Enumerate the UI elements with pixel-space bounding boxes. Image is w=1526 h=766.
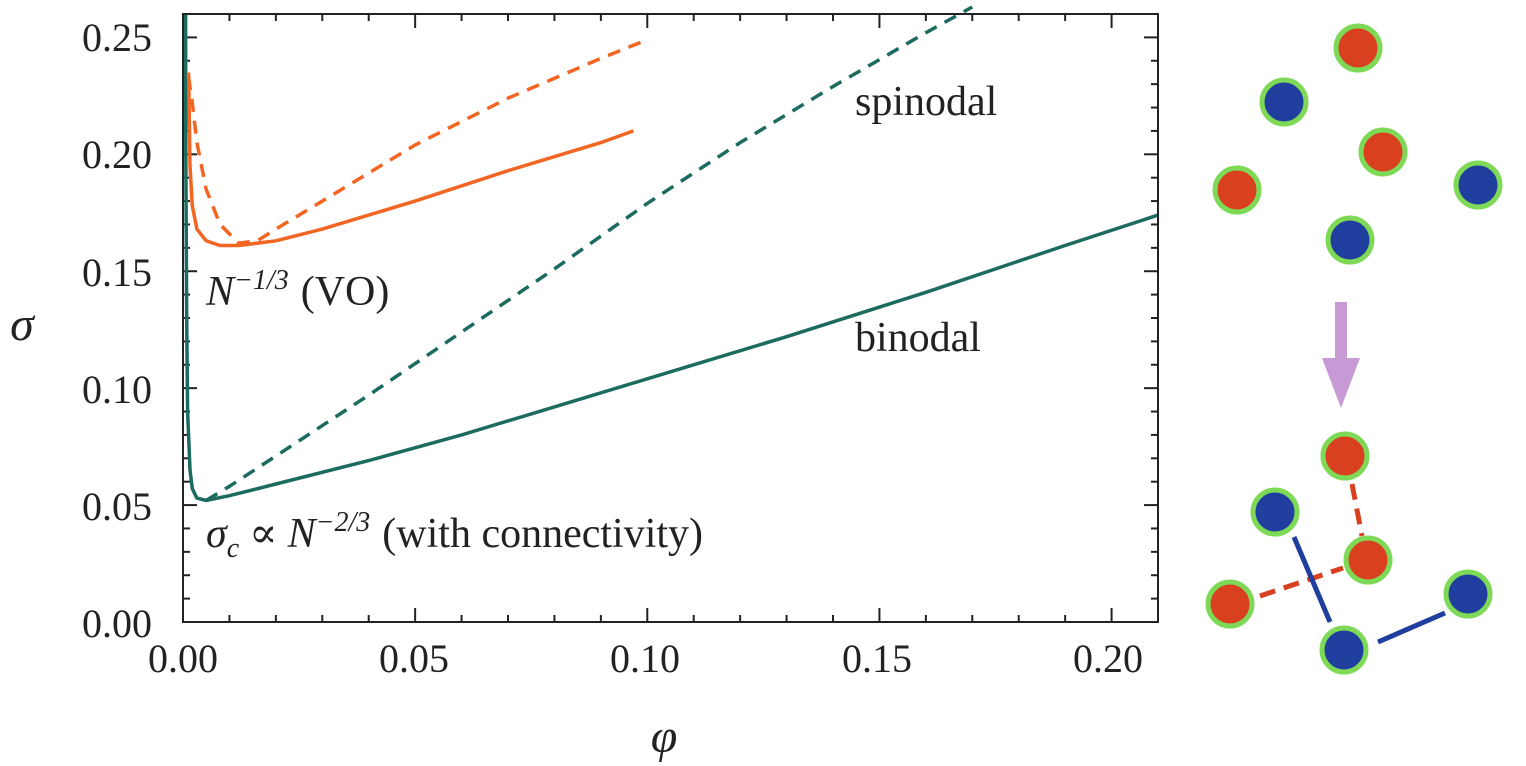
x-tick-label: 0.05: [379, 636, 449, 681]
conn-exponent: −2/3: [316, 507, 371, 538]
blue-bond: [1377, 610, 1446, 645]
y-axis-title: σ: [10, 298, 36, 351]
vo-exponent: −1/3: [234, 265, 289, 296]
orange-binodal-line: [186, 72, 634, 248]
down-arrow-icon: [1322, 302, 1360, 408]
x-tick-label: 0.00: [148, 636, 218, 681]
conn-sigma: σ: [206, 511, 229, 557]
y-tick-label: 0.00: [82, 601, 152, 646]
vo-rest: (VO): [301, 269, 390, 315]
series-group: [183, 5, 1159, 503]
tick-marks: [182, 13, 1159, 623]
vo-base: N: [205, 269, 236, 315]
x-tick-label: 0.20: [1073, 636, 1143, 681]
network-schematic: [1205, 23, 1503, 675]
vo-scaling-label: N−1/3 (VO): [205, 265, 389, 315]
y-tick-label: 0.15: [82, 250, 152, 295]
y-tick-labels: 0.00 0.05 0.10 0.15 0.20 0.25: [82, 15, 152, 646]
blue-particle: [1325, 215, 1375, 265]
y-tick-label: 0.10: [82, 367, 152, 412]
blue-particle: [1259, 77, 1309, 127]
x-tick-label: 0.10: [610, 636, 680, 681]
connectivity-scaling-label: σc ∝ N−2/3 (with connectivity): [206, 507, 703, 564]
red-bond: [1259, 565, 1344, 599]
binodal-label: binodal: [855, 315, 981, 361]
phase-diagram-chart: 0.00 0.05 0.10 0.15 0.20 0.25 0.00 0.05 …: [10, 5, 1159, 763]
blue-particle: [1443, 569, 1493, 619]
bonded-network-group: [1205, 431, 1493, 675]
conn-sub: c: [227, 533, 240, 564]
blue-particle: [1319, 625, 1369, 675]
teal-spinodal-line: [205, 5, 974, 502]
blue-particle: [1250, 487, 1300, 537]
x-axis-title: φ: [651, 710, 678, 763]
plot-frame: [182, 13, 1159, 623]
x-tick-labels: 0.00 0.05 0.10 0.15 0.20: [148, 636, 1143, 681]
red-particle: [1205, 579, 1255, 629]
red-bond: [1349, 483, 1365, 537]
conn-base: N: [287, 511, 318, 557]
free-particles-group: [1212, 23, 1503, 265]
teal-binodal-line: [183, 13, 1159, 503]
red-particle: [1358, 127, 1408, 177]
orange-spinodal-line: [186, 38, 648, 246]
blue-particle: [1453, 160, 1503, 210]
conn-prop: ∝: [249, 511, 277, 557]
x-tick-label: 0.15: [842, 636, 912, 681]
red-particle: [1333, 23, 1383, 73]
conn-rest: (with connectivity): [382, 511, 703, 557]
red-particle: [1320, 431, 1370, 481]
y-tick-label: 0.05: [82, 484, 152, 529]
y-tick-label: 0.20: [82, 132, 152, 177]
spinodal-label: spinodal: [855, 79, 997, 125]
blue-bond: [1291, 536, 1333, 623]
red-particle: [1212, 165, 1262, 215]
y-tick-label: 0.25: [82, 15, 152, 60]
red-particle: [1343, 535, 1393, 585]
